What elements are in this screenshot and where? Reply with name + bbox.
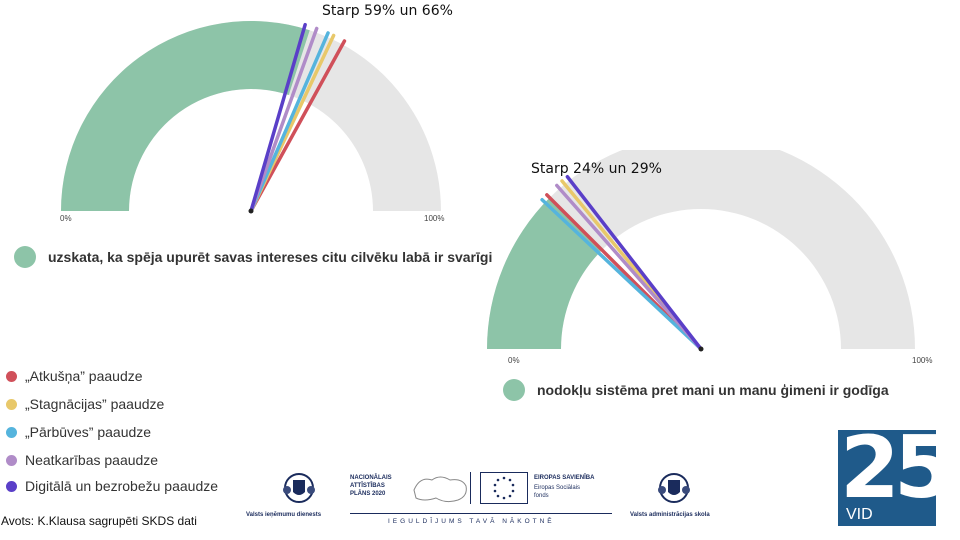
legend-label: Neatkarības paaudze — [25, 452, 159, 468]
vid-25-badge: 25 VID — [838, 430, 936, 526]
needle--pārbūves-paaudze — [540, 198, 703, 351]
needle--atkušņa-paaudze — [249, 39, 347, 213]
legend-item: „Atkušņa” paaudze — [6, 368, 143, 384]
gauge-fill — [487, 197, 603, 349]
gauge-2-max-label: 100% — [912, 356, 933, 365]
gauge-2-min-label: 0% — [508, 356, 520, 365]
nap-logo: NACIONĀLAIS ATTĪSTĪBAS PLĀNS 2020 — [350, 472, 470, 508]
legend-item: „Stagnācijas” paaudze — [6, 396, 164, 412]
legend-dot — [6, 454, 17, 466]
needle-hub — [698, 346, 704, 352]
vas-logo: Valsts administrācijas skola — [626, 468, 736, 524]
gauge-1 — [61, 20, 441, 214]
gauge-fill — [61, 20, 310, 211]
legend-dot — [6, 426, 17, 438]
vid-name: Valsts ieņēmumu dienests — [246, 512, 322, 518]
gauge-track — [487, 150, 915, 349]
gauge-2-caption: nodokļu sistēma pret mani un manu ģimeni… — [503, 379, 889, 401]
eu-flag-icon — [480, 472, 528, 504]
needle-neatkarības-paaudze — [249, 26, 319, 213]
needle-hub — [248, 208, 254, 214]
needle--pārbūves-paaudze — [249, 31, 330, 213]
gauge-1-caption-text: uzskata, ka spēja upurēt savas intereses… — [48, 249, 493, 265]
needle-digitālā-un-bezrobežu-paaudze — [249, 22, 307, 213]
eu-sub-1: Eiropas Sociālais — [534, 485, 581, 491]
coat-of-arms-icon — [658, 473, 690, 503]
caption-1-dot — [14, 246, 36, 268]
legend-item: „Pārbūves” paaudze — [6, 424, 151, 440]
legend-dot — [6, 480, 17, 492]
source-note: Avots: K.Klausa sagrupēti SKDS dati — [1, 514, 197, 528]
needle-digitālā-un-bezrobežu-paaudze — [565, 174, 703, 351]
legend-label: „Pārbūves” paaudze — [25, 424, 152, 440]
needle-neatkarības-paaudze — [555, 183, 703, 351]
legend-dot — [6, 370, 17, 382]
gauge-2 — [487, 150, 915, 352]
legend-label: Digitālā un bezrobežu paaudze — [25, 478, 219, 494]
nap-line-2: ATTĪSTĪBAS — [350, 483, 385, 489]
tagline-rule — [350, 513, 612, 514]
eu-title: EIROPAS SAVIENĪBA — [534, 475, 595, 481]
legend-item: Digitālā un bezrobežu paaudze — [6, 478, 218, 494]
caption-2-dot — [503, 379, 525, 401]
eu-logo: EIROPAS SAVIENĪBA Eiropas Sociālais fond… — [480, 472, 620, 508]
gauge-1-caption: uzskata, ka spēja upurēt savas intereses… — [14, 246, 492, 268]
legend-dot — [6, 398, 17, 410]
latvia-map-icon — [413, 476, 467, 503]
badge-number: 25 — [840, 430, 936, 518]
gauge-2-title: Starp 24% un 29% — [531, 161, 662, 177]
tagline: IEGULDĪJUMS TAVĀ NĀKOTNĒ — [388, 518, 555, 525]
gauge-1-min-label: 0% — [60, 214, 72, 223]
legend-item: Neatkarības paaudze — [6, 452, 158, 468]
coat-of-arms-icon — [283, 473, 315, 503]
vas-name: Valsts administrācijas skola — [630, 512, 710, 518]
nap-line-3: PLĀNS 2020 — [350, 491, 386, 497]
logo-divider — [470, 472, 471, 504]
eu-sub-2: fonds — [534, 493, 549, 499]
gauge-1-max-label: 100% — [424, 214, 445, 223]
badge-text: VID — [846, 506, 873, 523]
gauge-2-caption-text: nodokļu sistēma pret mani un manu ģimeni… — [537, 382, 889, 398]
nap-line-1: NACIONĀLAIS — [350, 475, 392, 481]
gauge-1-title: Starp 59% un 66% — [322, 3, 453, 19]
vid-logo: Valsts ieņēmumu dienests — [246, 468, 356, 524]
legend-label: „Stagnācijas” paaudze — [25, 396, 165, 412]
legend-label: „Atkušņa” paaudze — [25, 368, 143, 384]
